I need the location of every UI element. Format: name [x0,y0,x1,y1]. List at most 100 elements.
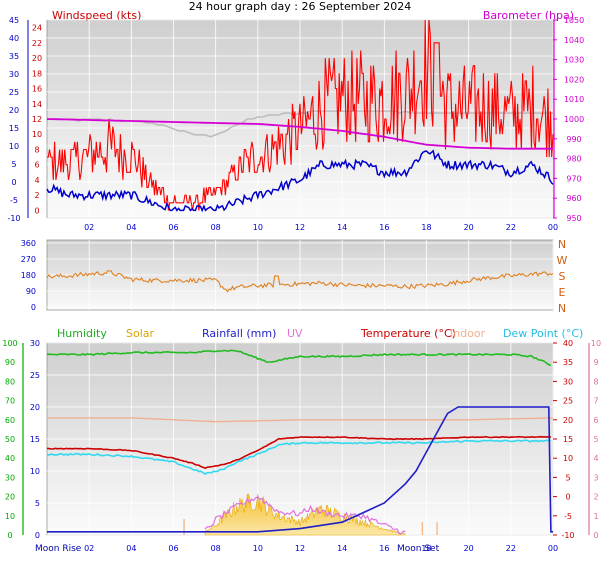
rainfall-line [47,406,553,533]
tick-label: 02 [84,544,94,553]
tick-label: 04 [126,544,136,553]
tick-label: 5 [593,435,598,444]
tick-label: 06 [168,223,178,232]
tick-label: 950 [566,214,581,223]
tick-label: 16 [379,223,389,232]
tick-label: 5 [35,499,40,508]
tick-label: 4 [34,176,39,185]
tick-label: 40 [563,339,573,348]
tick-label: 70 [5,397,15,406]
uv-line [204,496,406,535]
humidity-legend: Humidity [57,327,107,340]
tick-label: 12 [32,115,42,124]
tick-label: 30 [9,70,19,79]
tick-label: 0 [34,206,39,215]
tick-label: 08 [211,223,221,232]
tick-label: 8 [34,145,39,154]
tick-label: 00 [548,223,558,232]
tick-label: 1030 [564,56,584,65]
indoor-legend: Indoor [450,327,486,340]
rainfall-axis: 0 5 10 15 20 25 30 [30,339,40,540]
tick-label: 0 [35,531,40,540]
tick-label: 15 [563,435,573,444]
humidity-axis: 0 10 20 30 40 50 60 70 80 90 100 [2,339,24,540]
tick-label: 990 [566,135,581,144]
humidity-line [46,349,552,366]
tick-label: 25 [9,88,19,97]
wind-grid [47,19,554,219]
tick-label: 15 [30,435,40,444]
compass-label: W [557,254,568,267]
rainfall-legend: Rainfall (mm) [202,327,276,340]
tick-label: 6 [34,161,39,170]
tick-label: 50 [5,435,15,444]
tick-label: 100 [2,339,17,348]
tick-label: 3 [593,473,598,482]
dew-point-legend: Dew Point (°C) [503,327,583,340]
tick-label: 970 [566,174,581,183]
direction-grid [47,240,554,310]
tick-label: 980 [566,155,581,164]
tick-label: 06 [168,544,178,553]
tick-label: 9 [593,358,598,367]
tick-label: 90 [26,287,36,296]
temperature-series [46,349,554,536]
tick-label: 16 [379,544,389,553]
tick-label: 0 [11,178,16,187]
direction-series [46,269,554,293]
tick-label: 90 [5,358,15,367]
temperature-x-axis: 02 04 06 08 10 12 14 16 18 20 22 00 [84,544,558,553]
tick-label: 360 [21,239,36,248]
temperature-axis: -10 -5 0 5 10 15 20 25 30 35 40 [553,339,575,540]
tick-label: -5 [564,512,572,521]
tick-label: 18 [421,544,431,553]
tick-label: 10 [253,544,263,553]
tick-label: 960 [566,194,581,203]
tick-label: 14 [337,544,347,553]
tick-label: 10 [30,467,40,476]
tick-label: 10 [591,339,601,348]
tick-label: -10 [7,214,20,223]
tick-label: 0 [593,531,598,540]
tick-label: 10 [32,130,42,139]
tick-label: 0 [31,303,36,312]
tick-label: 1010 [564,95,584,104]
uv-legend: UV [287,327,303,340]
tick-label: 10 [563,454,573,463]
tick-label: 30 [5,473,15,482]
tick-label: 15 [9,124,19,133]
moon-set-label: Moon Set [397,544,440,554]
tick-label: 00 [548,544,558,553]
compass-label: N [558,238,566,251]
tick-label: 25 [563,397,573,406]
tick-label: 4 [593,454,598,463]
tick-label: 30 [30,339,40,348]
tick-label: 1 [593,512,598,521]
compass-label: N [558,302,566,315]
direction-axis: 0 90 180 270 360 [21,239,36,312]
wind-x-axis: 02 04 06 08 10 12 14 16 18 20 22 00 [84,223,558,232]
tick-label: 180 [21,271,36,280]
tick-label: 20 [30,403,40,412]
tick-label: 10 [9,142,19,151]
wind-outer-axis: -10 -5 0 5 10 15 20 25 30 35 40 45 [7,16,29,223]
tick-label: 1040 [564,36,584,45]
tick-label: 02 [84,223,94,232]
tick-label: 40 [5,454,15,463]
windspeed-legend: Windspeed (kts) [52,9,141,22]
barometer-line [46,118,553,150]
tick-label: 20 [563,416,573,425]
tick-label: 20 [464,544,474,553]
tick-label: 35 [9,52,19,61]
uv-axis: 0 1 2 3 4 5 6 7 8 9 10 [588,339,601,540]
tick-label: -5 [10,196,18,205]
tick-label: 8 [593,377,598,386]
tick-label: 08 [211,544,221,553]
page-title: 24 hour graph day : 26 September 2024 [189,0,412,13]
tick-label: 12 [295,223,305,232]
tick-label: 0 [7,531,12,540]
tick-label: 20 [9,106,19,115]
compass-label: E [559,286,566,299]
compass-label: S [559,270,566,283]
indoor-line [47,417,554,423]
